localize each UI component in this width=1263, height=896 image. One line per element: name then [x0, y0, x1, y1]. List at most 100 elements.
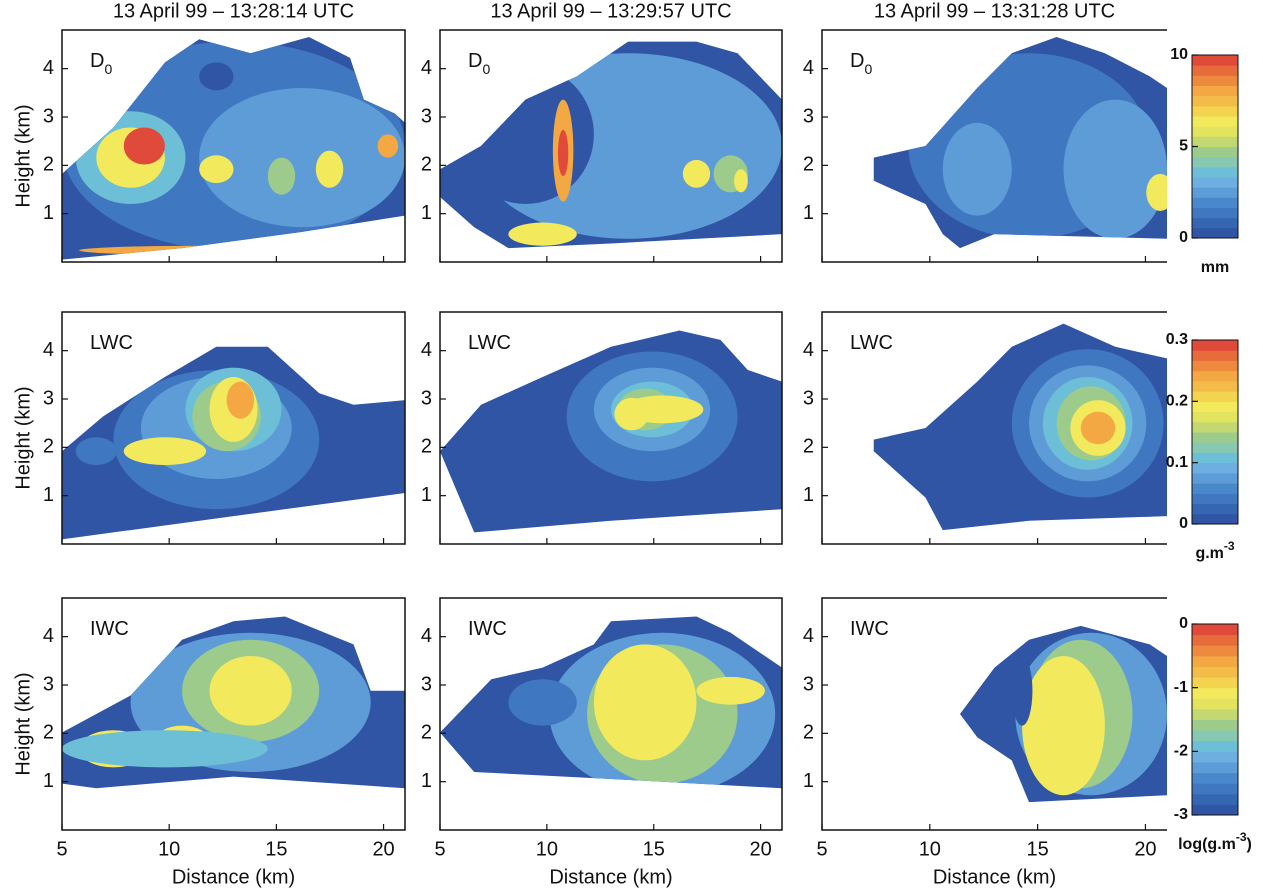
panel-label: D0 — [468, 50, 490, 76]
colorbar-step — [1192, 634, 1238, 646]
panel-label: LWC — [468, 332, 511, 354]
panel-label: D0 — [850, 50, 872, 76]
y-tick-label: 3 — [43, 387, 54, 409]
panel-label: LWC — [850, 332, 893, 354]
y-axis-label: Height (km) — [12, 672, 34, 775]
y-tick-label: 3 — [43, 105, 54, 127]
colorbar-step — [1192, 197, 1238, 208]
contour — [377, 134, 399, 158]
contour — [199, 88, 405, 228]
contour — [1063, 99, 1167, 239]
colorbar-step — [1192, 401, 1238, 413]
field-contours — [457, 53, 782, 246]
panel-frame — [821, 597, 1167, 831]
x-tick-label: 10 — [158, 838, 180, 860]
x-tick-label: 10 — [536, 838, 558, 860]
x-axis-label: Distance (km) — [549, 866, 672, 888]
panel-frame — [61, 311, 406, 545]
colorbar-step — [1192, 645, 1238, 657]
y-tick-label: 4 — [421, 57, 432, 79]
contour — [75, 437, 117, 466]
y-tick-label: 2 — [421, 722, 432, 744]
panel-label-sub: 0 — [864, 61, 872, 77]
x-tick-label: 15 — [1027, 838, 1049, 860]
colorbar-tick-label: 0.2 — [1166, 393, 1188, 410]
field-contours — [566, 351, 738, 482]
y-tick-label: 2 — [803, 722, 814, 744]
y-tick-label: 4 — [43, 57, 54, 79]
x-tick-label: 20 — [750, 838, 772, 860]
panel-frame — [61, 29, 406, 263]
contour — [267, 157, 296, 195]
colorbar-step — [1192, 624, 1238, 636]
unit-end: ) — [1247, 836, 1252, 853]
field — [960, 625, 1167, 803]
y-tick-label: 4 — [803, 339, 814, 361]
y-tick-label: 1 — [803, 770, 814, 792]
colorbar-step — [1192, 503, 1238, 515]
colorbar-step — [1192, 380, 1238, 392]
contour — [614, 397, 649, 431]
colorbar-step — [1192, 156, 1238, 168]
colorbar-step — [1192, 687, 1238, 699]
y-tick-label: 1 — [421, 484, 432, 506]
x-tick-label: 5 — [434, 838, 445, 860]
colorbar-tick-label: 0 — [1179, 229, 1188, 246]
colorbar-step — [1192, 719, 1238, 731]
field — [62, 36, 405, 260]
field — [440, 41, 782, 249]
panel-label-sub: 0 — [482, 61, 490, 77]
field — [873, 323, 1167, 531]
field — [440, 330, 782, 533]
panel-label-text: IWC — [468, 618, 507, 640]
colorbar-step — [1192, 187, 1238, 198]
y-tick-label: 1 — [43, 202, 54, 224]
colorbar-step — [1192, 793, 1238, 805]
colorbar-step — [1192, 166, 1238, 178]
x-axis-label: Distance (km) — [172, 866, 295, 888]
colorbar-step — [1192, 217, 1238, 229]
colorbar-step — [1192, 483, 1238, 494]
panel-label: D0 — [90, 50, 112, 76]
colorbar-step — [1192, 462, 1238, 474]
colorbar-step — [1192, 126, 1238, 137]
contour — [977, 238, 1081, 249]
colorbar-frame — [1191, 339, 1239, 525]
panel-label-text: D — [850, 50, 864, 72]
colorbar-step — [1192, 783, 1238, 795]
x-tick-label: 15 — [643, 838, 665, 860]
y-tick-label: 1 — [421, 202, 432, 224]
panel-label: IWC — [468, 618, 507, 640]
field — [873, 36, 1167, 249]
colorbar-step — [1192, 207, 1238, 219]
colorbar-step — [1192, 655, 1238, 667]
x-tick-label: 20 — [1134, 838, 1156, 860]
contour — [696, 676, 765, 705]
contour — [62, 730, 268, 768]
colorbar-tick-label: 10 — [1170, 46, 1188, 63]
field-contours — [1011, 632, 1167, 796]
unit-sup: -3 — [1224, 539, 1235, 553]
colorbar-step — [1192, 677, 1238, 689]
y-tick-label: 1 — [803, 484, 814, 506]
field-contours — [75, 367, 320, 510]
field-contours — [467, 632, 776, 789]
y-tick-label: 2 — [43, 722, 54, 744]
y-tick-label: 4 — [803, 625, 814, 647]
contour — [593, 644, 697, 761]
contour — [226, 381, 255, 419]
field — [62, 616, 405, 789]
y-tick-label: 3 — [421, 105, 432, 127]
colorbar-step — [1192, 95, 1238, 107]
panel-label-text: LWC — [468, 332, 511, 354]
panel-label-text: LWC — [90, 332, 133, 354]
y-tick-label: 2 — [421, 154, 432, 176]
colorbar-step — [1192, 666, 1238, 678]
column-title: 13 April 99 – 13:28:14 UTC — [113, 0, 354, 22]
colorbar: 0 5 10 mm — [1170, 46, 1239, 276]
panel-label-text: D — [468, 50, 482, 72]
colorbar-step — [1192, 740, 1238, 752]
panel-frame — [61, 597, 406, 831]
contour — [508, 222, 577, 246]
colorbar-tick-label: 0.3 — [1166, 331, 1188, 348]
